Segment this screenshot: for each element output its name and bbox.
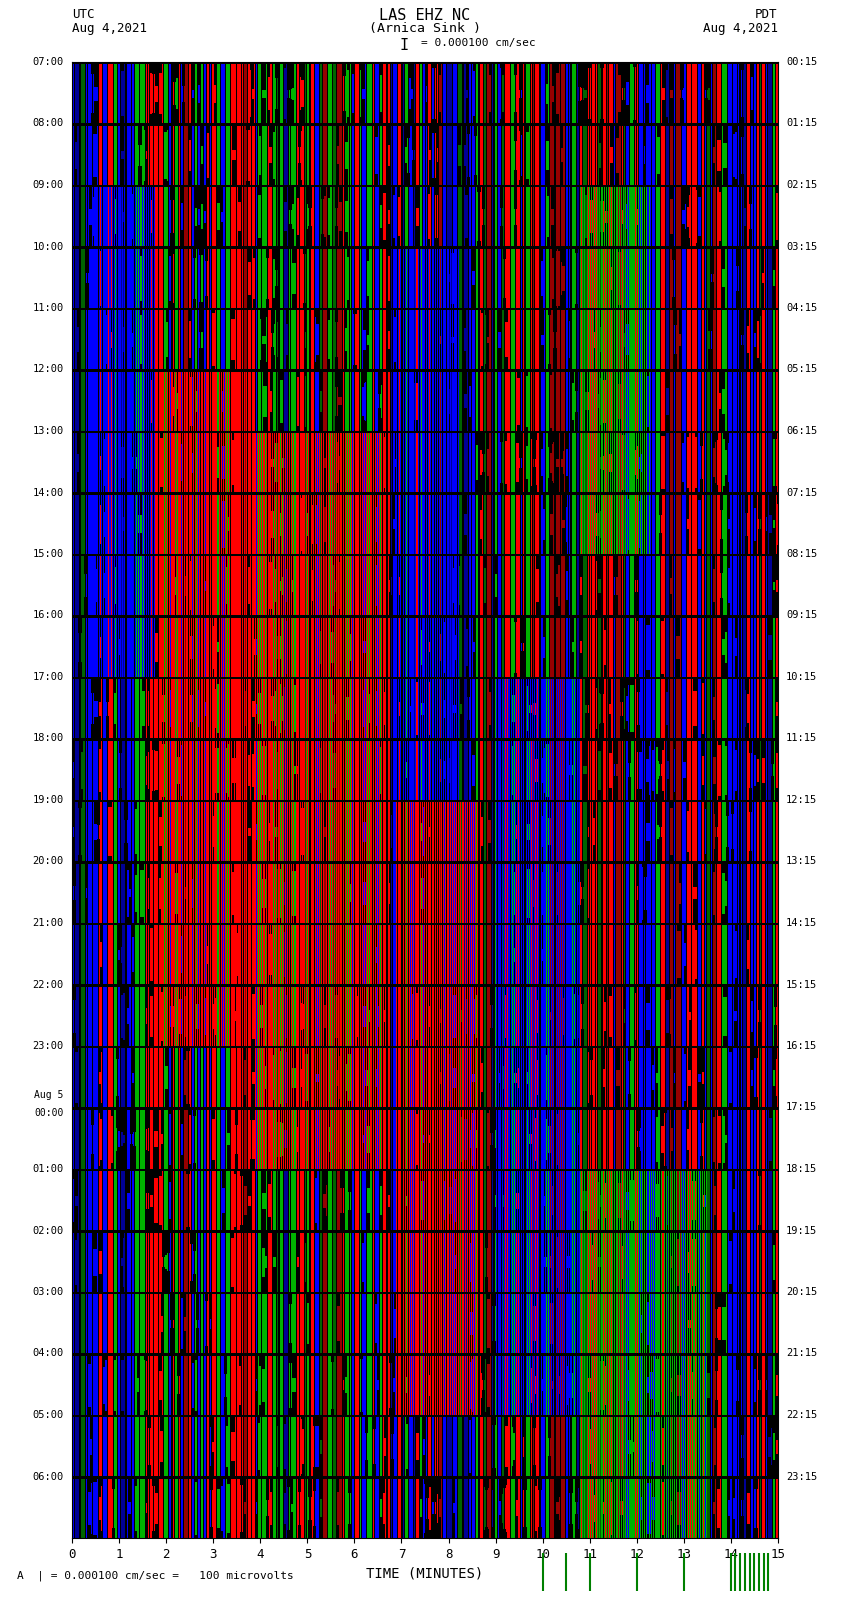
Text: 04:15: 04:15	[786, 303, 818, 313]
Text: 13:00: 13:00	[32, 426, 64, 436]
Text: Aug 5: Aug 5	[34, 1090, 64, 1100]
Text: 06:00: 06:00	[32, 1471, 64, 1481]
Text: 03:00: 03:00	[32, 1287, 64, 1297]
Text: 00:15: 00:15	[786, 56, 818, 68]
Text: 01:00: 01:00	[32, 1165, 64, 1174]
Text: 11:15: 11:15	[786, 734, 818, 744]
Text: 04:00: 04:00	[32, 1348, 64, 1358]
Text: 07:15: 07:15	[786, 487, 818, 497]
Text: 21:00: 21:00	[32, 918, 64, 927]
Text: 08:00: 08:00	[32, 118, 64, 129]
Text: 13:15: 13:15	[786, 857, 818, 866]
Text: 16:00: 16:00	[32, 610, 64, 621]
Text: 09:15: 09:15	[786, 610, 818, 621]
Text: 14:00: 14:00	[32, 487, 64, 497]
Text: Aug 4,2021: Aug 4,2021	[72, 23, 147, 35]
Text: 18:00: 18:00	[32, 734, 64, 744]
Text: Aug 4,2021: Aug 4,2021	[703, 23, 778, 35]
Text: 21:15: 21:15	[786, 1348, 818, 1358]
Text: 23:00: 23:00	[32, 1040, 64, 1052]
Text: 11:00: 11:00	[32, 303, 64, 313]
Text: PDT: PDT	[756, 8, 778, 21]
Text: 12:15: 12:15	[786, 795, 818, 805]
Text: 02:00: 02:00	[32, 1226, 64, 1236]
Text: 01:15: 01:15	[786, 118, 818, 129]
Text: 19:15: 19:15	[786, 1226, 818, 1236]
Text: 15:15: 15:15	[786, 979, 818, 989]
Text: A  | = 0.000100 cm/sec =   100 microvolts: A | = 0.000100 cm/sec = 100 microvolts	[17, 1569, 294, 1581]
Text: 15:00: 15:00	[32, 548, 64, 560]
Text: 05:00: 05:00	[32, 1410, 64, 1419]
Text: 18:15: 18:15	[786, 1165, 818, 1174]
Text: I: I	[400, 39, 409, 53]
Text: 19:00: 19:00	[32, 795, 64, 805]
Text: 08:15: 08:15	[786, 548, 818, 560]
Text: 20:00: 20:00	[32, 857, 64, 866]
Text: 23:15: 23:15	[786, 1471, 818, 1481]
Text: 10:00: 10:00	[32, 242, 64, 252]
Text: = 0.000100 cm/sec: = 0.000100 cm/sec	[421, 39, 536, 48]
Text: LAS EHZ NC: LAS EHZ NC	[379, 8, 471, 23]
Text: 09:00: 09:00	[32, 181, 64, 190]
Text: 10:15: 10:15	[786, 673, 818, 682]
Text: 14:15: 14:15	[786, 918, 818, 927]
Text: 16:15: 16:15	[786, 1040, 818, 1052]
Text: 07:00: 07:00	[32, 56, 64, 68]
Text: UTC: UTC	[72, 8, 94, 21]
Text: (Arnica Sink ): (Arnica Sink )	[369, 23, 481, 35]
Text: 12:00: 12:00	[32, 365, 64, 374]
Text: 00:00: 00:00	[34, 1108, 64, 1118]
Text: 02:15: 02:15	[786, 181, 818, 190]
Text: 06:15: 06:15	[786, 426, 818, 436]
Text: 03:15: 03:15	[786, 242, 818, 252]
Text: 22:15: 22:15	[786, 1410, 818, 1419]
Text: 05:15: 05:15	[786, 365, 818, 374]
Text: 17:15: 17:15	[786, 1103, 818, 1113]
Text: 22:00: 22:00	[32, 979, 64, 989]
X-axis label: TIME (MINUTES): TIME (MINUTES)	[366, 1566, 484, 1581]
Text: 20:15: 20:15	[786, 1287, 818, 1297]
Text: 17:00: 17:00	[32, 673, 64, 682]
